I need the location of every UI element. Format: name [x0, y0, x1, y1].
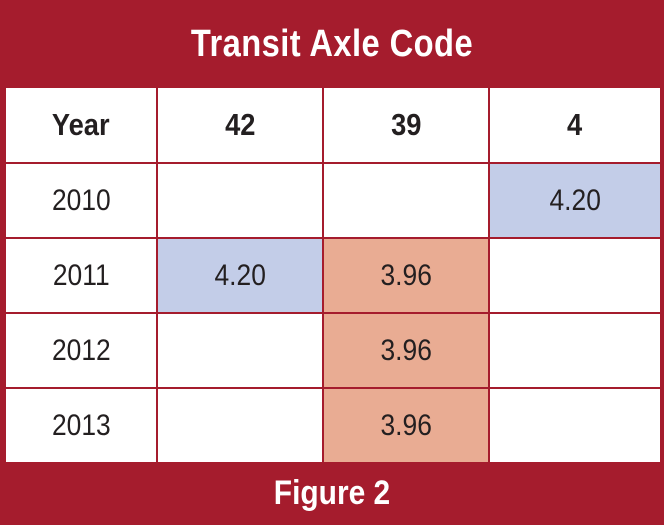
row-2010-code-42 [158, 164, 324, 239]
header-code-39: 39 [324, 88, 490, 164]
row-2013-code-42 [158, 389, 324, 462]
row-2013-code-39: 3.96 [324, 389, 490, 462]
row-2012-code-4 [490, 314, 660, 389]
row-2010-code-39 [324, 164, 490, 239]
figure-caption: Figure 2 [273, 474, 391, 512]
row-2013-code-4 [490, 389, 660, 462]
row-2012-code-42 [158, 314, 324, 389]
table-title: Transit Axle Code [190, 22, 474, 65]
row-2010-code-4: 4.20 [490, 164, 660, 239]
row-2012-year: 2012 [6, 314, 158, 389]
row-2011-code-39: 3.96 [324, 239, 490, 314]
row-2011-year: 2011 [6, 239, 158, 314]
axle-code-table: Year 42 39 4 2010 4.20 2011 4.20 3.96 20… [6, 88, 660, 462]
header-code-4: 4 [490, 88, 660, 164]
header-code-42: 42 [158, 88, 324, 164]
row-2011-code-42: 4.20 [158, 239, 324, 314]
row-2010-year: 2010 [6, 164, 158, 239]
row-2013-year: 2013 [6, 389, 158, 462]
header-year: Year [6, 88, 158, 164]
row-2011-code-4 [490, 239, 660, 314]
row-2012-code-39: 3.96 [324, 314, 490, 389]
